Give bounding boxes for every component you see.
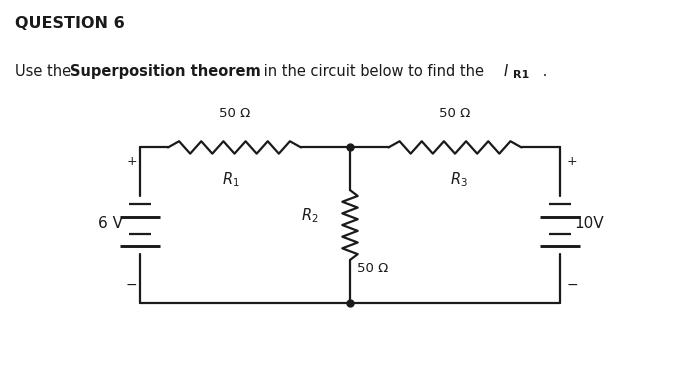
Text: Superposition theorem: Superposition theorem bbox=[70, 64, 260, 79]
Text: I: I bbox=[504, 64, 508, 79]
Text: +: + bbox=[126, 154, 137, 168]
Text: 50 Ω: 50 Ω bbox=[357, 262, 388, 275]
Text: in the circuit below to find the: in the circuit below to find the bbox=[259, 64, 489, 79]
Text: $R_2$: $R_2$ bbox=[301, 206, 318, 225]
Text: $R_3$: $R_3$ bbox=[449, 171, 468, 189]
Text: 50 Ω: 50 Ω bbox=[440, 107, 470, 120]
Text: +: + bbox=[567, 154, 577, 168]
Text: QUESTION 6: QUESTION 6 bbox=[15, 16, 125, 31]
Text: −: − bbox=[126, 278, 137, 292]
Text: 6 V: 6 V bbox=[97, 216, 122, 230]
Text: .: . bbox=[538, 64, 547, 79]
Text: 50 Ω: 50 Ω bbox=[219, 107, 250, 120]
Text: $R_1$: $R_1$ bbox=[222, 171, 240, 189]
Text: 10V: 10V bbox=[574, 216, 603, 230]
Text: Use the: Use the bbox=[15, 64, 76, 79]
Text: −: − bbox=[567, 278, 579, 292]
Text: R1: R1 bbox=[513, 70, 529, 80]
